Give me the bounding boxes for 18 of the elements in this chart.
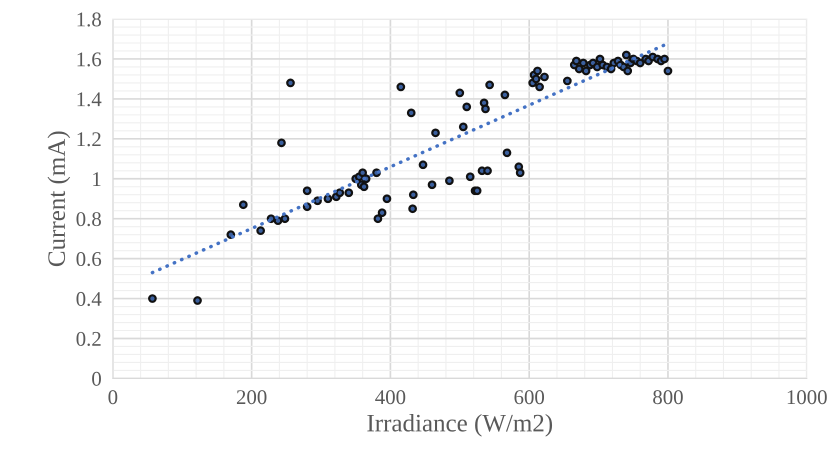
y-tick-label: 1.2 (78, 132, 101, 146)
y-tick-label: 1.6 (78, 52, 102, 66)
y-tick-label: 0.6 (76, 252, 102, 266)
x-tick-label: 200 (236, 390, 266, 404)
x-axis-title: Irradiance (W/m2) (367, 414, 552, 437)
y-tick-label: 1.4 (78, 92, 102, 106)
x-tick-label: 1000 (788, 390, 827, 404)
x-tick-label: 800 (653, 390, 683, 404)
y-tick-label: 0 (92, 372, 101, 386)
y-tick-label: 0.2 (76, 332, 101, 346)
x-tick-label: 0 (108, 390, 118, 404)
y-tick-label: 1.8 (78, 12, 101, 27)
y-axis-title: Current (mA) (47, 131, 70, 266)
y-tick-label: 0.8 (76, 212, 101, 226)
y-tick-label: 1 (93, 172, 100, 186)
x-tick-label: 400 (375, 390, 406, 404)
y-tick-label: 0.4 (76, 292, 102, 306)
x-tick-label: 600 (514, 390, 544, 404)
